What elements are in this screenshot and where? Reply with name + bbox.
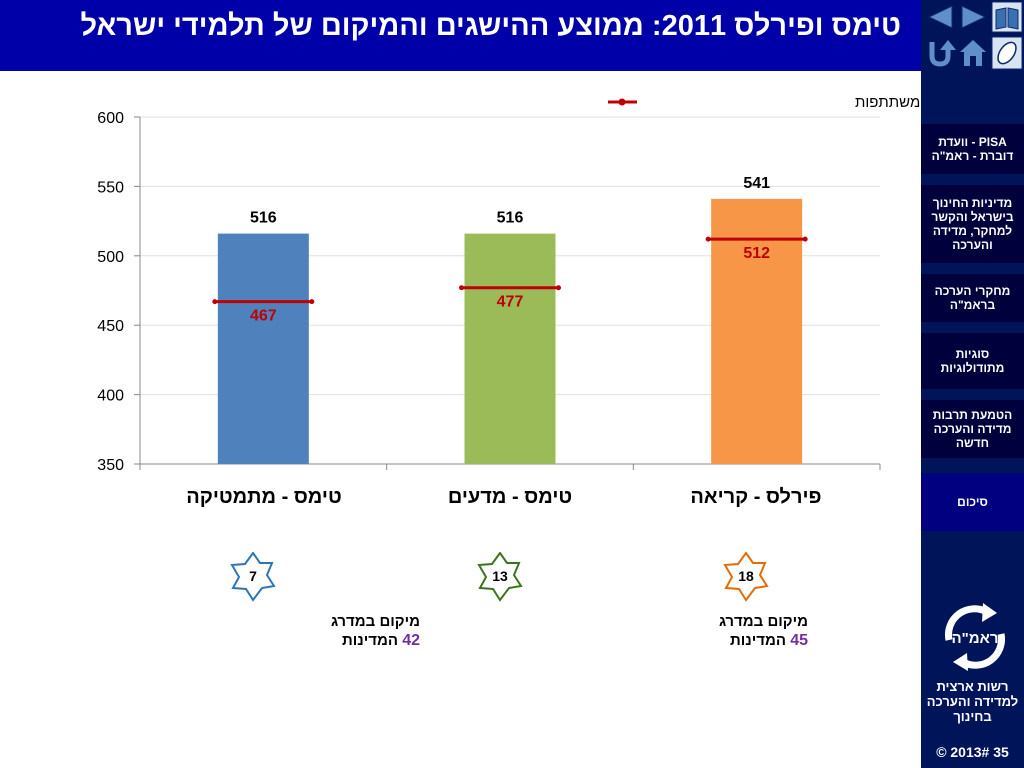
- y-tick-label: 600: [97, 110, 124, 127]
- ranking-value: 13: [492, 568, 508, 584]
- bar: [464, 233, 556, 464]
- average-point: [309, 299, 315, 305]
- bar-value-label: 541: [743, 175, 770, 192]
- bar-chart: 350 400 450 500 550 600 516 516 541 467 477 512 מ…: [97, 94, 921, 474]
- average-value-label: 467: [250, 308, 277, 325]
- sidebar-item-education-policy[interactable]: מדיניות החינוך בישראל והקשר למחקר, מדידה…: [921, 185, 1024, 263]
- logo-label: ראמ"ה: [951, 630, 998, 647]
- ranking-note: מיקום במדרג 45 המדינות: [658, 612, 808, 650]
- nav-toolbar: [921, 0, 1024, 71]
- legend-point-marker: [618, 98, 626, 106]
- bar: [711, 198, 803, 464]
- previous-slide-icon[interactable]: [926, 4, 956, 30]
- sidebar: PISA - וועדת דוברת - ראמ"ה מדיניות החינו…: [921, 71, 1024, 768]
- bars: 516 516 541: [217, 175, 803, 464]
- legend: ממוצע המדינות המשתתפות: [608, 94, 921, 111]
- y-tick-label: 500: [97, 249, 124, 266]
- book-icon[interactable]: [991, 1, 1023, 33]
- slide-header: טימס ופירלס 2011: ממוצע ההישגים והמיקום …: [0, 0, 921, 71]
- sidebar-item-summary[interactable]: סיכום: [921, 473, 1024, 531]
- y-tick-label: 450: [97, 318, 124, 335]
- ranking-note: מיקום במדרג 42 המדינות: [270, 612, 420, 650]
- category-label: טימס - מדעים: [447, 486, 573, 508]
- ranking-badge: 13: [477, 552, 523, 602]
- average-point: [212, 299, 218, 305]
- legend-label: ממוצע המדינות המשתתפות: [855, 94, 921, 111]
- sidebar-item-evaluation-studies[interactable]: מחקרי הערכה בראמ"ה: [921, 274, 1024, 322]
- average-point: [705, 236, 711, 242]
- return-icon[interactable]: [926, 38, 956, 68]
- average-point: [556, 285, 561, 291]
- y-tick-label: 400: [97, 388, 124, 405]
- sidebar-item-methodology[interactable]: סוגיות מתודולוגיות: [921, 333, 1024, 389]
- category-label: פירלס - קריאה: [690, 486, 822, 508]
- average-point: [802, 236, 808, 242]
- ranking-note-count: 45: [790, 632, 808, 649]
- home-icon[interactable]: [958, 38, 988, 68]
- organization-name: רשות ארצית למדידה והערכה בחינוך: [926, 679, 1019, 724]
- next-slide-icon[interactable]: [958, 4, 988, 30]
- y-tick-label: 350: [97, 457, 124, 474]
- sidebar-item-measurement-culture[interactable]: הטמעת תרבות מדידה והערכה חדשה: [921, 400, 1024, 458]
- ranking-note-count: 42: [402, 632, 420, 649]
- bar: [217, 233, 309, 464]
- ranking-badge: 7: [230, 552, 276, 602]
- slide-number: © 2013# 35: [936, 744, 1009, 760]
- sidebar-item-pisa[interactable]: PISA - וועדת דוברת - ראמ"ה: [921, 124, 1024, 174]
- bar-value-label: 516: [250, 210, 277, 227]
- average-markers: 467 477 512: [212, 236, 808, 325]
- y-tick-label: 550: [97, 179, 124, 196]
- average-value-label: 512: [743, 245, 770, 262]
- ranking-note-suffix: המדינות: [729, 632, 787, 649]
- category-label: טימס - מתמטיקה: [186, 486, 342, 508]
- bar-value-label: 516: [497, 210, 524, 227]
- ranking-note-text: מיקום במדרג: [718, 613, 808, 630]
- rama-logo: ראמ"ה: [944, 603, 1006, 671]
- ranking-value: 7: [249, 568, 257, 584]
- ranking-badge: 18: [723, 552, 769, 602]
- average-point: [459, 285, 464, 291]
- slide-title: טימס ופירלס 2011: ממוצע ההישגים והמיקום …: [80, 10, 901, 42]
- ranking-note-suffix: המדינות: [341, 632, 399, 649]
- mouse-icon[interactable]: [991, 36, 1023, 70]
- average-value-label: 477: [497, 294, 524, 311]
- ranking-note-text: מיקום במדרג: [330, 613, 420, 630]
- ranking-value: 18: [738, 568, 754, 584]
